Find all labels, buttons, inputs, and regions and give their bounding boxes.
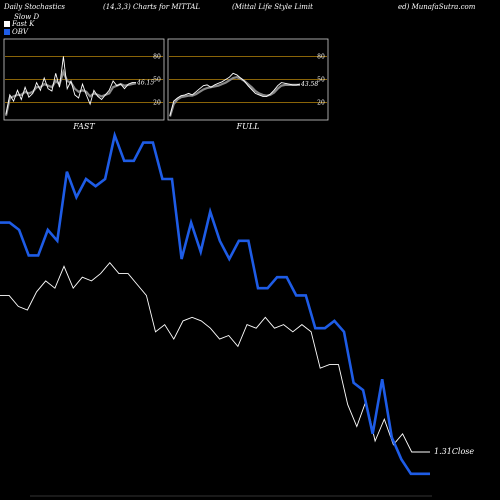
main-line-close [0,262,430,453]
full-tick-label-80: 80 [317,53,325,60]
full-value-label: 43.58 [300,81,318,88]
fast-tick-label-80: 80 [153,53,161,60]
header-site: ed) MunafaSutra.com [398,3,476,11]
main-close-label: 1.31Close [434,447,474,456]
fast-line-fast-k [5,56,136,115]
full-tick-label-20: 20 [317,100,325,107]
legend-swatch-slow-d [4,12,12,20]
legend-label-slow-d: Slow D [14,13,40,21]
legend-swatch-fast-k [4,21,10,27]
fast-value-label: 46.15 [136,80,154,87]
header-company: (Mittal Life Style Limit [232,3,313,11]
full-panel-title: FULL [236,122,260,131]
legend-item-obv: OBV [4,28,28,36]
legend-item-slow-d: Slow D [4,12,39,21]
legend-label-fast-k: Fast K [12,20,35,28]
fast-tick-label-50: 50 [153,77,161,84]
legend-item-fast-k: Fast K [4,20,34,28]
fast-panel-title: FAST [72,122,95,131]
legend-label-obv: OBV [12,28,28,36]
legend-swatch-obv [4,29,10,35]
header-title: Daily Stochastics [4,3,66,11]
header-params: (14,3,3) Charts for MITTAL [103,3,201,11]
full-line-fast-k [169,72,301,116]
main-line-obv [0,130,430,476]
full-tick-label-50: 50 [317,77,325,84]
fast-tick-label-20: 20 [153,100,161,107]
full-line-slow-d [168,76,300,117]
